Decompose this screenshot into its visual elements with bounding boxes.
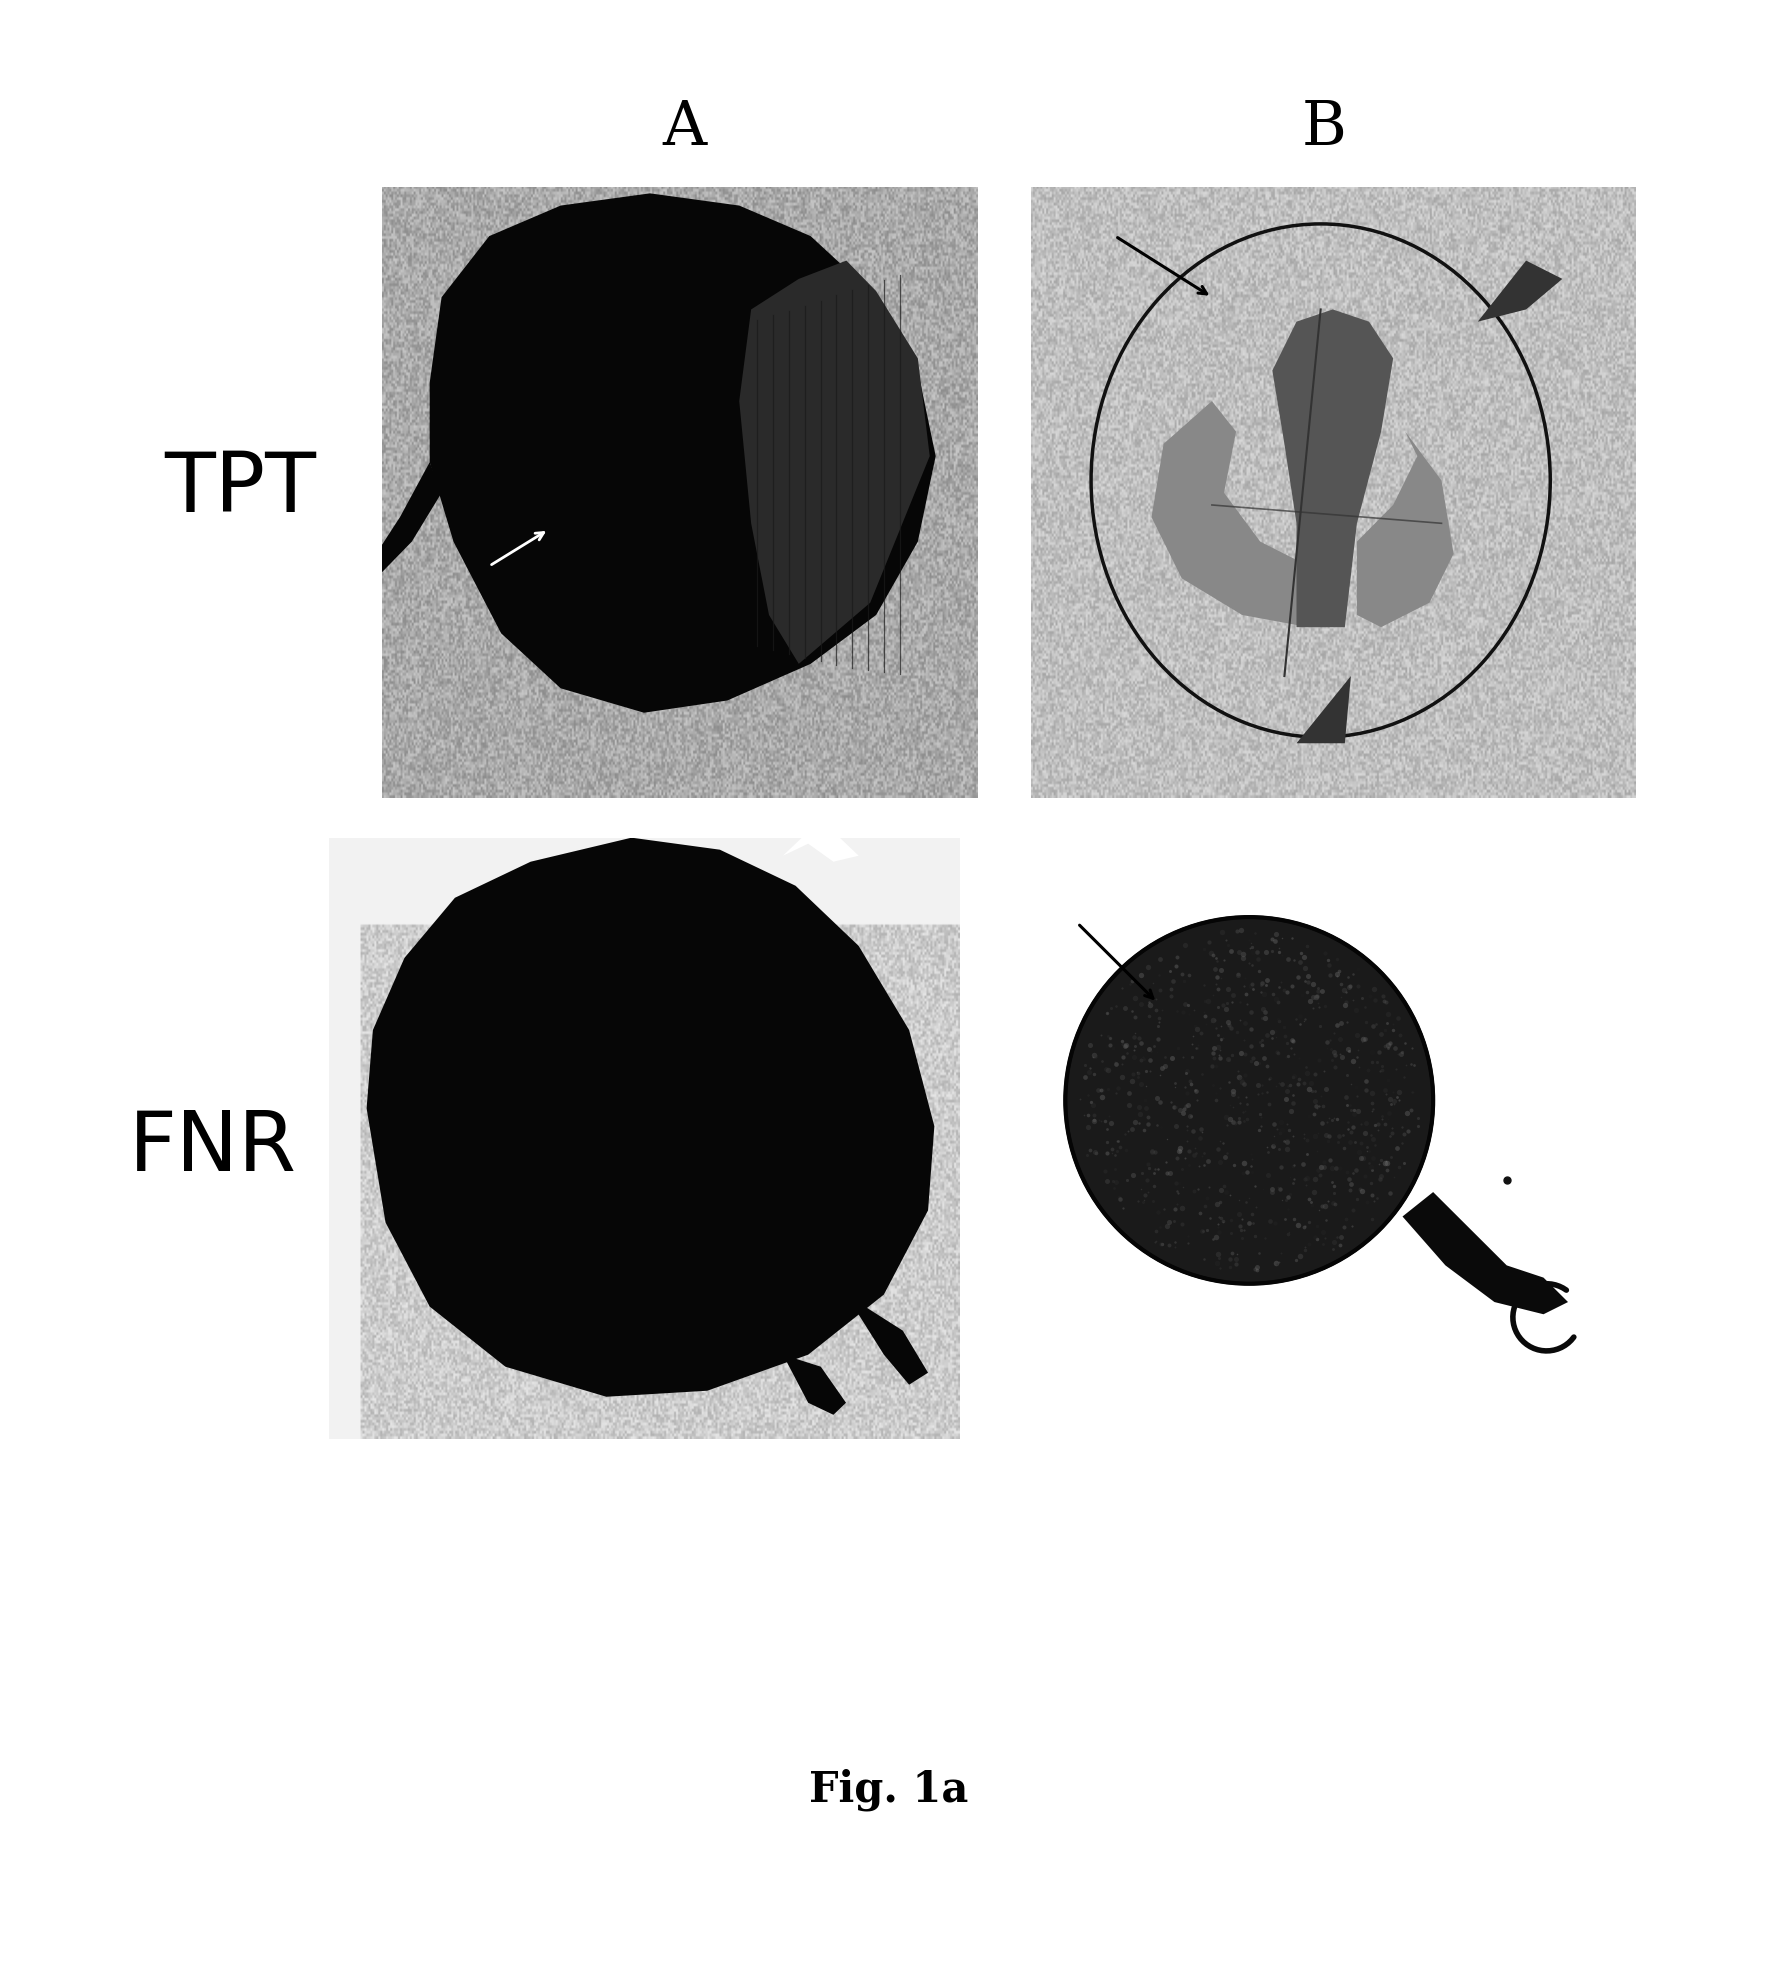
PathPatch shape (1272, 309, 1393, 627)
PathPatch shape (430, 193, 936, 714)
Text: FNR: FNR (130, 1106, 297, 1189)
Text: B: B (1301, 99, 1347, 158)
Text: A: A (663, 99, 705, 158)
Circle shape (1064, 917, 1432, 1283)
PathPatch shape (1297, 676, 1351, 743)
PathPatch shape (739, 260, 929, 664)
PathPatch shape (366, 838, 935, 1397)
PathPatch shape (1478, 260, 1562, 321)
PathPatch shape (1358, 432, 1454, 627)
Text: TPT: TPT (163, 447, 316, 530)
Text: Fig. 1a: Fig. 1a (809, 1768, 968, 1811)
PathPatch shape (784, 1354, 846, 1415)
PathPatch shape (784, 820, 858, 861)
PathPatch shape (1402, 1192, 1567, 1315)
PathPatch shape (377, 463, 442, 572)
PathPatch shape (1151, 402, 1308, 627)
PathPatch shape (846, 1295, 928, 1386)
